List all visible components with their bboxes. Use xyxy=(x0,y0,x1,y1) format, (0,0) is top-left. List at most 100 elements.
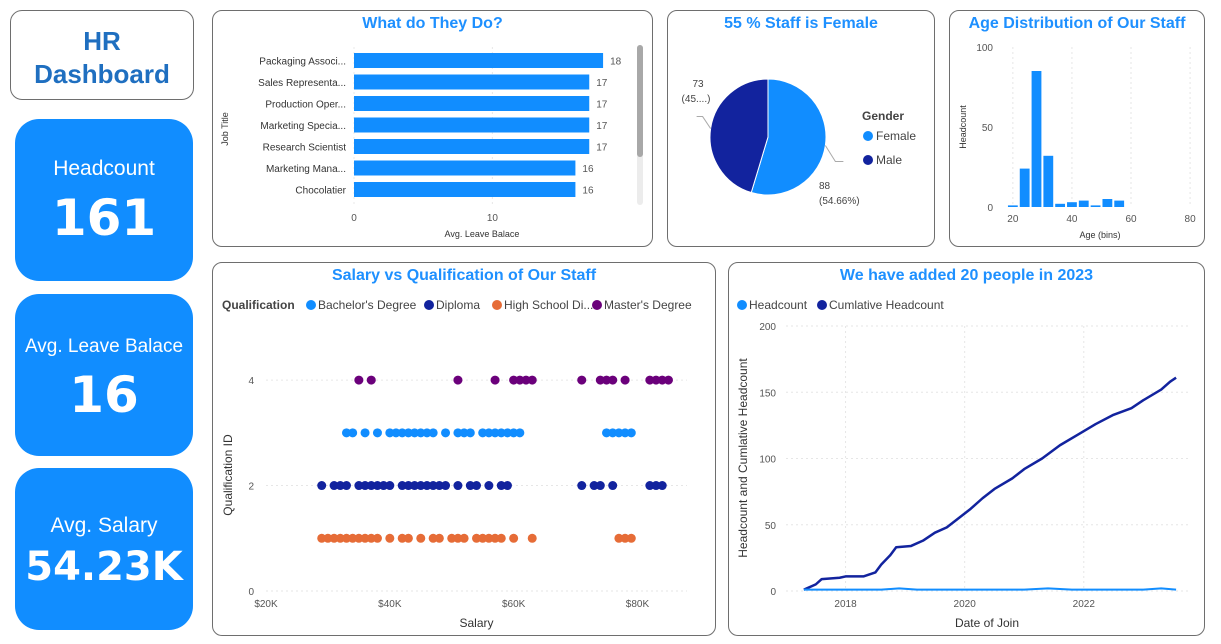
age-bar-2 xyxy=(1031,71,1042,207)
salary-point-2-17 xyxy=(453,533,463,543)
salary-point-2-7 xyxy=(360,533,370,543)
salary-point-2-21 xyxy=(484,533,494,543)
age-bar-8 xyxy=(1102,199,1113,207)
salary-point-1-18 xyxy=(453,481,463,491)
pie-label-female: 88 xyxy=(819,181,831,192)
salary-point-3-14 xyxy=(651,375,661,385)
job-value-label-6: 16 xyxy=(582,186,594,197)
salary-point-2-11 xyxy=(397,533,407,543)
salary-point-1-5 xyxy=(360,481,370,491)
pie-legend-label-1: Male xyxy=(876,153,902,167)
salary-point-2-10 xyxy=(385,533,395,543)
job-category-label-1: Sales Representa... xyxy=(258,78,346,89)
salary-point-0-15 xyxy=(465,428,475,438)
salary-point-2-22 xyxy=(490,533,500,543)
kpi-headcount-card[interactable]: Headcount 161 xyxy=(15,119,193,281)
salary-chart-title: Salary vs Qualification of Our Staff xyxy=(331,267,597,284)
job-value-label-4: 17 xyxy=(596,143,608,154)
age-ytick-0: 0 xyxy=(987,203,993,214)
salary-point-0-16 xyxy=(478,428,488,438)
age-bar-7 xyxy=(1090,205,1101,207)
job-xtick-1: 10 xyxy=(487,213,499,224)
salary-point-2-16 xyxy=(447,533,457,543)
kpi-leave-card[interactable]: Avg. Leave Balace 16 xyxy=(15,294,193,456)
growth-legend-marker-0 xyxy=(737,300,747,310)
salary-point-3-8 xyxy=(577,375,587,385)
growth-ytick-2: 100 xyxy=(759,455,776,466)
salary-point-1-30 xyxy=(657,481,667,491)
salary-legend-marker-2 xyxy=(492,300,502,310)
age-bar-4 xyxy=(1055,203,1066,207)
job-category-label-5: Marketing Mana... xyxy=(266,164,346,175)
salary-point-2-18 xyxy=(459,533,469,543)
kpi-salary-card[interactable]: Avg. Salary 54.23K xyxy=(15,468,193,630)
salary-point-1-15 xyxy=(428,481,438,491)
salary-point-3-6 xyxy=(521,375,531,385)
salary-legend-marker-0 xyxy=(306,300,316,310)
age-y-axis-title: Headcount xyxy=(958,105,968,149)
salary-point-1-24 xyxy=(577,481,587,491)
growth-line-0 xyxy=(803,587,1177,591)
salary-point-0-8 xyxy=(410,428,420,438)
age-chart-panel[interactable]: Age Distribution of Our Staff 20 40 60 80 0 5… xyxy=(949,10,1205,247)
growth-legend-label-0: Headcount xyxy=(749,298,808,312)
job-xtick-0: 0 xyxy=(351,213,357,224)
age-bar-1 xyxy=(1019,168,1030,207)
pie-pct-male: (45....) xyxy=(682,94,711,105)
salary-point-2-1 xyxy=(323,533,333,543)
growth-x-axis-title: Date of Join xyxy=(955,616,1019,630)
job-scrollbar-thumb xyxy=(637,45,643,157)
growth-ytick-3: 150 xyxy=(759,388,776,399)
salary-point-3-2 xyxy=(453,375,463,385)
age-ytick-2: 100 xyxy=(976,43,993,54)
salary-chart-panel[interactable]: Salary vs Qualification of Our Staff 0 2 4… xyxy=(212,262,716,636)
job-value-label-0: 18 xyxy=(610,57,622,68)
job-value-label-5: 16 xyxy=(582,164,594,175)
pie-legend-label-0: Female xyxy=(876,129,916,143)
salary-xtick-1: $40K xyxy=(378,599,402,610)
salary-point-1-7 xyxy=(372,481,382,491)
salary-point-2-25 xyxy=(527,533,537,543)
salary-point-0-21 xyxy=(509,428,519,438)
age-xtick-1: 40 xyxy=(1066,214,1078,225)
job-category-label-6: Chocolatier xyxy=(295,186,346,197)
salary-point-0-19 xyxy=(496,428,506,438)
salary-point-1-21 xyxy=(484,481,494,491)
salary-point-1-29 xyxy=(651,481,661,491)
salary-xtick-2: $60K xyxy=(502,599,526,610)
gender-chart-svg: 88 (54.66%) 73 (45....) Gender Female Male xyxy=(682,78,916,207)
kpi-headcount-label: Headcount xyxy=(53,157,155,180)
age-chart-svg: 20 40 60 80 0 50 100 Age (bins) Headcount xyxy=(958,43,1196,240)
age-bar-0 xyxy=(1007,205,1018,207)
job-bar-4 xyxy=(354,139,590,154)
growth-xtick-2: 2022 xyxy=(1073,599,1096,610)
salary-point-0-13 xyxy=(453,428,463,438)
salary-point-0-9 xyxy=(416,428,426,438)
salary-point-3-7 xyxy=(527,375,537,385)
salary-point-0-6 xyxy=(397,428,407,438)
salary-legend-marker-3 xyxy=(592,300,602,310)
job-bar-6 xyxy=(354,182,576,197)
salary-point-2-14 xyxy=(428,533,438,543)
salary-y-axis-title: Qualification ID xyxy=(221,434,235,516)
age-x-axis-title: Age (bins) xyxy=(1079,230,1120,240)
salary-point-3-9 xyxy=(595,375,605,385)
job-category-label-2: Production Oper... xyxy=(265,100,346,111)
kpi-leave-value: 16 xyxy=(69,366,139,424)
dashboard-title-line2: Dashboard xyxy=(34,59,170,89)
growth-y-axis-title: Headcount and Cumlative Headcount xyxy=(736,358,750,558)
job-chart-panel[interactable]: What do They Do? 0 10 Packaging Associ... 1… xyxy=(212,10,653,247)
salary-point-2-24 xyxy=(509,533,519,543)
salary-point-2-6 xyxy=(354,533,364,543)
salary-legend-label-2: High School Di... xyxy=(504,298,593,312)
kpi-headcount-value: 161 xyxy=(51,189,157,247)
age-xtick-2: 60 xyxy=(1125,214,1137,225)
salary-legend-marker-1 xyxy=(424,300,434,310)
kpi-salary-value: 54.23K xyxy=(25,544,183,590)
job-chart-svg: 0 10 Packaging Associ... 18 Sales Representa… xyxy=(220,45,643,239)
gender-chart-panel[interactable]: 55 % Staff is Female 88 (54.66%) 73 (45....… xyxy=(667,10,935,247)
salary-point-1-22 xyxy=(496,481,506,491)
growth-chart-panel[interactable]: We have added 20 people in 2023 0 50 100 15… xyxy=(728,262,1205,636)
salary-point-0-1 xyxy=(348,428,358,438)
salary-point-2-9 xyxy=(372,533,382,543)
